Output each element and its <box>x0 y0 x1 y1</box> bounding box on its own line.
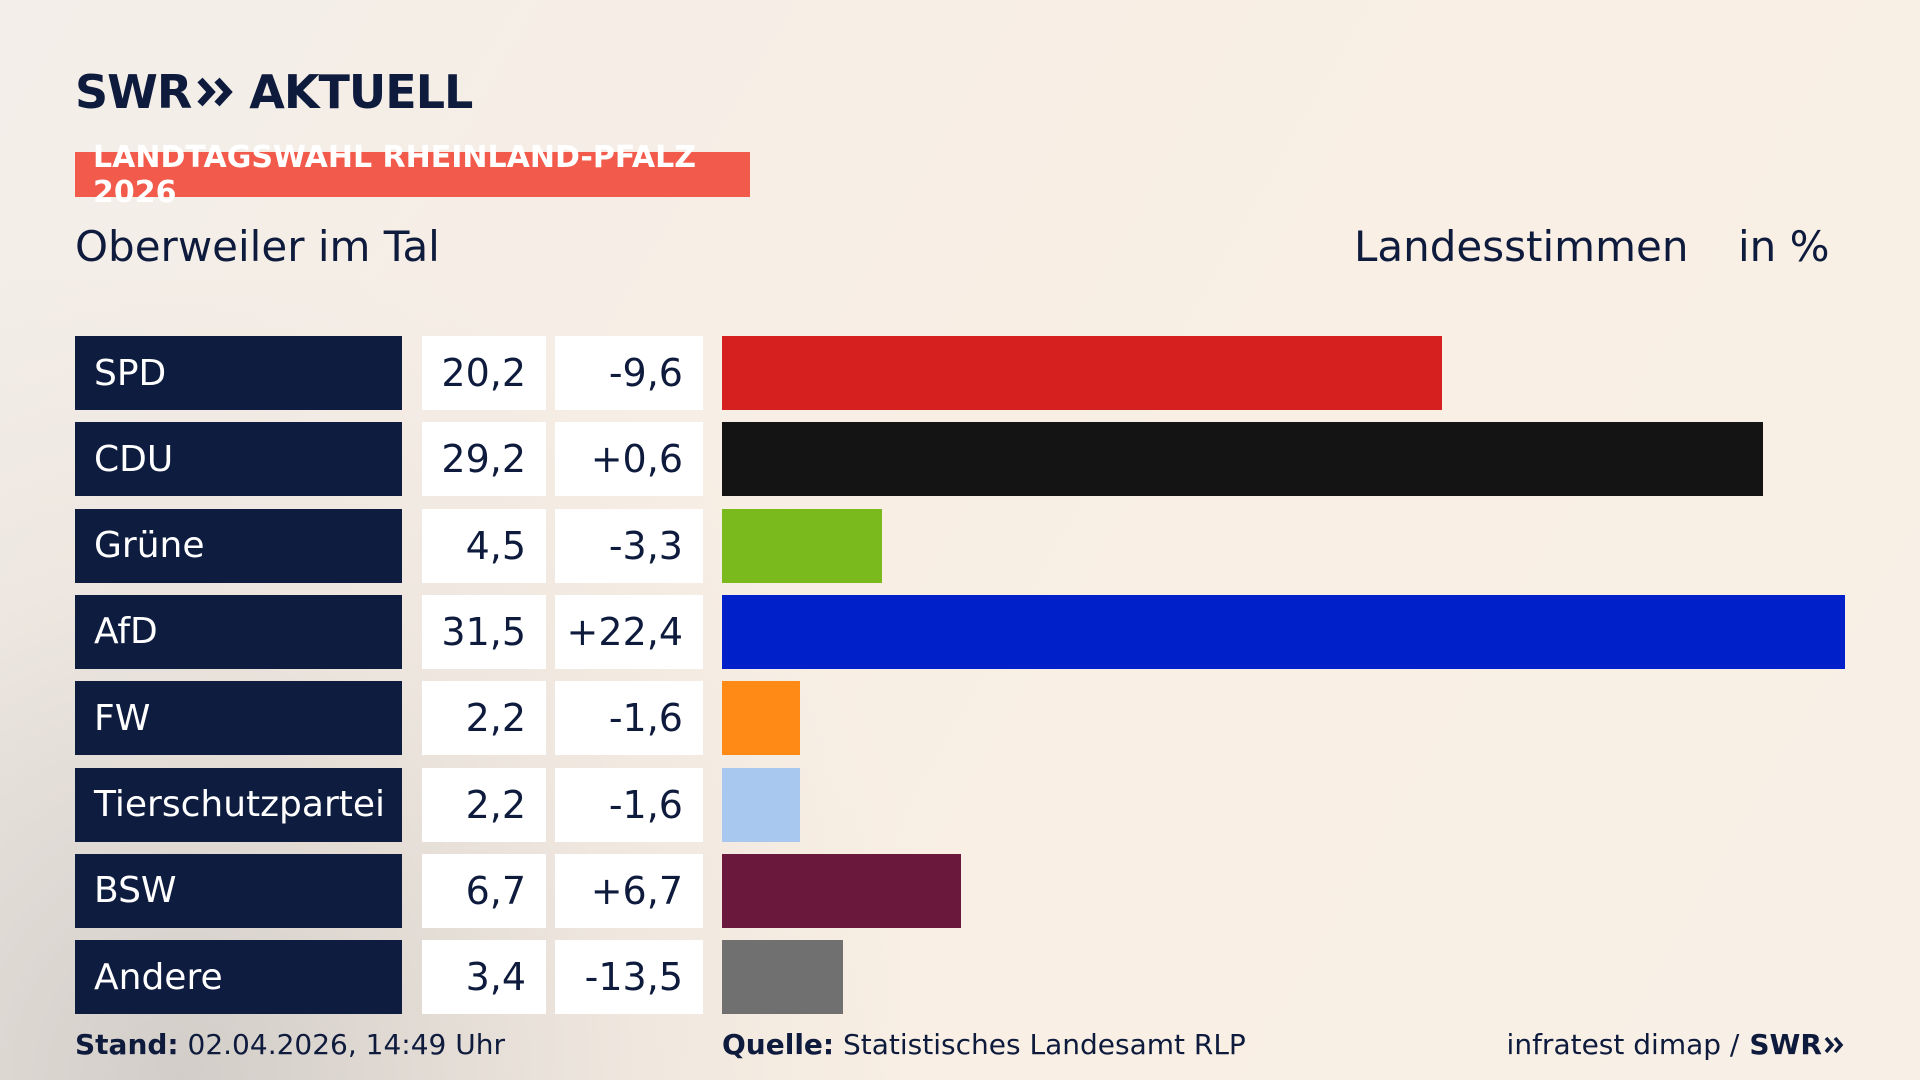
result-row: FW 2,2 -1,6 <box>0 681 1920 756</box>
bar-afd <box>722 594 1845 669</box>
result-row: Grüne 4,5 -3,3 <box>0 508 1920 583</box>
source-label: Quelle: <box>722 1028 835 1061</box>
result-row: SPD 20,2 -9,6 <box>0 336 1920 410</box>
vote-share-value: 3,4 <box>422 940 546 1015</box>
party-label: Grüne <box>75 508 402 583</box>
vote-share-value: 29,2 <box>422 422 546 497</box>
bar-bsw <box>722 853 961 928</box>
vote-change-value: -3,3 <box>555 508 703 583</box>
credit-text: infratest dimap / <box>1506 1028 1740 1061</box>
unit-label: in % <box>1738 222 1830 271</box>
small-double-chevron-icon <box>1824 1036 1844 1053</box>
party-label: Tierschutzpartei <box>75 767 402 842</box>
result-row: BSW 6,7 +6,7 <box>0 853 1920 928</box>
stand-value: 02.04.2026, 14:49 Uhr <box>187 1028 505 1061</box>
credit-brand-text: SWR <box>1749 1028 1822 1061</box>
party-label: CDU <box>75 422 402 497</box>
vote-change-value: +22,4 <box>555 594 703 669</box>
vote-change-value: -9,6 <box>555 336 703 410</box>
stand-label: Stand: <box>75 1028 179 1061</box>
party-label: Andere <box>75 940 402 1015</box>
timestamp: Stand: 02.04.2026, 14:49 Uhr <box>75 1028 505 1061</box>
bar-gr-ne <box>722 508 882 583</box>
vote-change-value: -13,5 <box>555 940 703 1015</box>
bar-cdu <box>722 422 1763 497</box>
vote-share-value: 2,2 <box>422 767 546 842</box>
result-row: Tierschutzpartei 2,2 -1,6 <box>0 767 1920 842</box>
result-row: AfD 31,5 +22,4 <box>0 594 1920 669</box>
bar-tierschutzpartei <box>722 767 800 842</box>
credit: infratest dimap / SWR <box>1507 1028 1844 1061</box>
vote-share-value: 4,5 <box>422 508 546 583</box>
logo-aktuell-text: AKTUELL <box>249 65 473 119</box>
credit-brand: SWR <box>1749 1028 1844 1061</box>
vote-change-value: +0,6 <box>555 422 703 497</box>
result-row: CDU 29,2 +0,6 <box>0 422 1920 497</box>
vote-change-value: -1,6 <box>555 767 703 842</box>
double-chevron-icon <box>197 77 234 107</box>
party-label: FW <box>75 681 402 756</box>
source-value: Statistisches Landesamt RLP <box>843 1028 1246 1061</box>
vote-change-value: -1,6 <box>555 681 703 756</box>
swr-aktuell-logo: SWR AKTUELL <box>75 62 473 122</box>
vote-share-value: 31,5 <box>422 594 546 669</box>
bar-fw <box>722 681 800 756</box>
party-label: SPD <box>75 336 402 410</box>
source: Quelle: Statistisches Landesamt RLP <box>722 1028 1246 1061</box>
vote-share-value: 6,7 <box>422 853 546 928</box>
location-title: Oberweiler im Tal <box>75 222 440 271</box>
party-label: AfD <box>75 594 402 669</box>
bar-spd <box>722 336 1442 410</box>
election-tag: LANDTAGSWAHL RHEINLAND-PFALZ 2026 <box>75 140 750 210</box>
party-label: BSW <box>75 853 402 928</box>
vote-share-value: 2,2 <box>422 681 546 756</box>
bar-andere <box>722 940 843 1015</box>
vote-change-value: +6,7 <box>555 853 703 928</box>
measure-label: Landesstimmen <box>1354 222 1689 271</box>
result-row: Andere 3,4 -13,5 <box>0 940 1920 1015</box>
vote-share-value: 20,2 <box>422 336 546 410</box>
logo-swr-text: SWR <box>75 65 192 119</box>
